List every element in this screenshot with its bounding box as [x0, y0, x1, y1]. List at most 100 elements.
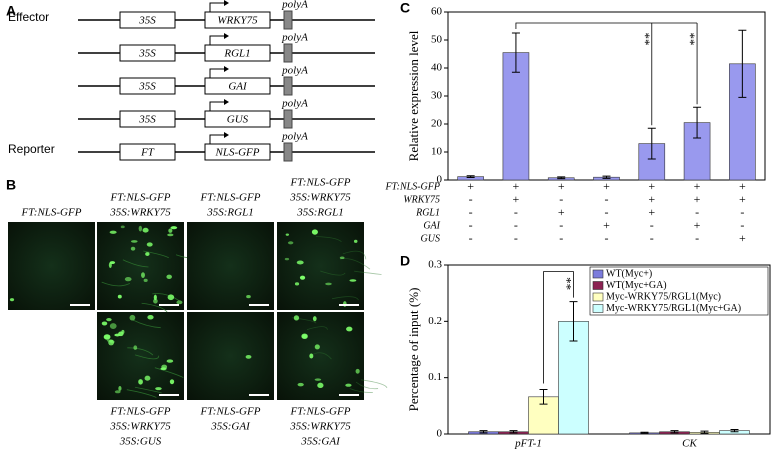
condition-mark: -	[740, 218, 744, 232]
cell-outline	[127, 347, 154, 356]
error-bar	[738, 29, 747, 98]
condition-mark: +	[648, 179, 655, 193]
tss-arrowhead	[224, 0, 229, 6]
condition-name: GAI	[423, 220, 440, 231]
condition-mark: +	[513, 192, 520, 206]
nucleus-signal	[317, 382, 324, 389]
cell-outline	[354, 270, 382, 275]
error-bar	[479, 430, 488, 434]
nucleus-signal	[169, 379, 175, 385]
cell-outline	[132, 319, 161, 329]
nucleus-signal	[296, 260, 304, 265]
cell-outline	[101, 281, 130, 287]
error-bar	[693, 106, 702, 139]
nucleus-signal	[144, 375, 151, 381]
nucleus-signal	[106, 318, 112, 322]
condition-mark: +	[558, 205, 565, 219]
promoter-label: FT	[140, 147, 155, 159]
legend-swatch	[592, 269, 604, 279]
nucleus-signal	[120, 225, 125, 229]
x-tick-label: pFT-1	[514, 438, 542, 450]
image-caption: 35S:GAI	[210, 421, 251, 433]
terminator-box	[283, 142, 293, 162]
y-tick-label: 0.2	[428, 315, 442, 327]
legend-box	[589, 266, 769, 316]
nucleus-signal	[142, 227, 149, 233]
y-axis-title: Percentage of input (%)	[406, 288, 421, 412]
nucleus-signal	[345, 383, 352, 387]
nucleus-signal	[129, 314, 136, 321]
terminator-label: polyA	[281, 0, 308, 11]
nucleus-signal	[109, 340, 115, 344]
condition-mark: +	[739, 192, 746, 206]
error-bar	[511, 32, 520, 73]
significance-bracket	[515, 22, 698, 126]
construct-role: Reporter	[8, 142, 55, 156]
micrograph	[277, 222, 364, 310]
nucleus-signal	[301, 334, 308, 339]
nucleus-signal	[145, 252, 150, 256]
condition-mark: -	[559, 192, 563, 206]
panel-label: B	[6, 177, 16, 193]
error-bar	[557, 176, 566, 180]
nucleus-signal	[325, 282, 332, 286]
condition-mark: -	[469, 231, 473, 245]
panel-label: D	[400, 253, 410, 269]
nucleus-signal	[121, 329, 125, 334]
tss-arrow	[209, 101, 224, 111]
image-caption: 35S:WRKY75	[289, 192, 351, 204]
nucleus-signal	[293, 315, 300, 321]
nucleus-signal	[299, 275, 306, 280]
nucleus-signal	[138, 225, 143, 232]
condition-name: FT:NLS-GFP	[385, 181, 440, 192]
nucleus-signal	[353, 239, 358, 243]
cell-outline	[342, 250, 367, 260]
nucleus-signal	[166, 359, 174, 363]
y-tick-label: 20	[431, 118, 443, 130]
cell-outline	[355, 381, 379, 390]
y-tick-label: 30	[431, 90, 443, 102]
terminator-label: polyA	[281, 131, 308, 143]
error-bar	[569, 301, 578, 342]
gene-box	[204, 110, 271, 128]
condition-mark: -	[514, 205, 518, 219]
nucleus-signal	[155, 387, 162, 391]
bar	[502, 52, 530, 181]
condition-mark: +	[513, 179, 520, 193]
tss-arrowhead	[224, 33, 229, 39]
nucleus-signal	[130, 240, 138, 243]
significance-label: **	[683, 33, 698, 46]
y-tick-label: 10	[431, 146, 443, 158]
nucleus-signal	[133, 345, 138, 350]
nucleus-signal	[309, 353, 314, 359]
image-caption: FT:NLS-GFP	[290, 406, 351, 418]
nucleus-signal	[117, 294, 122, 299]
nucleus-signal	[147, 315, 154, 320]
condition-mark: -	[740, 205, 744, 219]
image-caption: 35S:WRKY75	[109, 421, 171, 433]
terminator-box	[283, 76, 293, 96]
image-caption: 35S:GUS	[119, 436, 162, 448]
nucleus-signal	[355, 368, 360, 374]
condition-mark: -	[605, 231, 609, 245]
y-axis-title: Relative expression level	[406, 30, 421, 161]
micrograph	[187, 222, 274, 310]
y-tick-label: 0.1	[428, 371, 442, 383]
tss-arrow	[209, 68, 224, 78]
image-caption: FT:NLS-GFP	[200, 192, 261, 204]
error-bar	[700, 430, 709, 434]
gene-box	[204, 143, 271, 161]
nucleus-signal	[285, 233, 290, 236]
significance-label: **	[638, 33, 653, 46]
condition-mark: +	[648, 205, 655, 219]
condition-mark: -	[559, 218, 563, 232]
condition-mark: -	[695, 205, 699, 219]
nucleus-signal	[9, 298, 15, 302]
nucleus-signal	[294, 282, 300, 286]
condition-mark: -	[514, 218, 518, 232]
image-caption: 35S:RGL1	[206, 207, 253, 219]
error-bar	[539, 388, 548, 405]
tss-arrow	[209, 2, 224, 12]
gene-label: RGL1	[223, 48, 250, 60]
image-caption: FT:NLS-GFP	[21, 207, 82, 219]
